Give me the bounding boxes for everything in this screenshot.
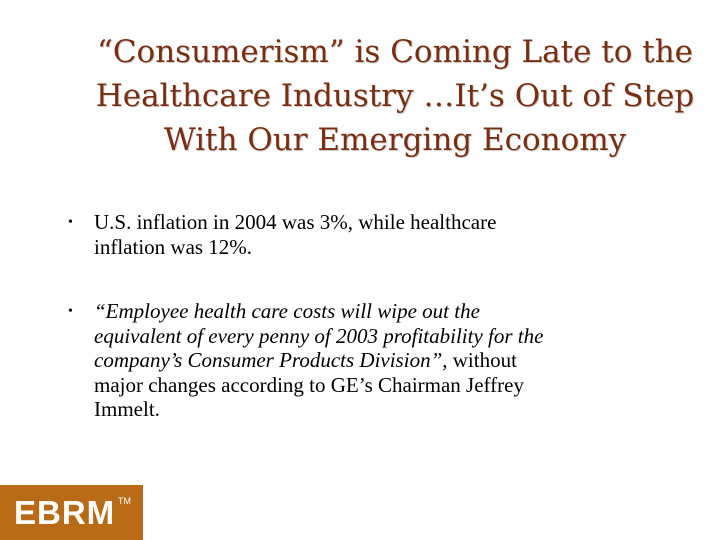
title-line-2: Healthcare Industry …It’s Out of Step [95, 78, 695, 114]
bullet-2-quote-line-3: company’s Consumer Products Division”, [94, 348, 448, 372]
trademark-mark: TM [118, 496, 131, 506]
bullet-symbol: • [68, 304, 73, 319]
bullet-list: • U.S. inflation in 2004 was 3%, while h… [68, 210, 668, 462]
bullet-2-line-3: company’s Consumer Products Division”, w… [94, 348, 668, 373]
bullet-2-line-4: major changes according to GE’s Chairman… [94, 372, 524, 397]
bullet-2-quote-line-1: “Employee health care costs will wipe ou… [94, 299, 480, 323]
ebrm-logo: EBRM TM [0, 485, 143, 540]
title-line-1: “Consumerism” is Coming Late to the [96, 34, 694, 70]
bullet-2-line-3-rest: without [447, 348, 517, 372]
bullet-1-line-2: inflation was 12%. [94, 234, 253, 259]
bullet-2-quote-line-2: equivalent of every penny of 2003 profit… [94, 323, 544, 348]
title-line-3: With Our Emerging Economy [163, 122, 627, 158]
slide-title: “Consumerism” is Coming Late to the Heal… [70, 30, 720, 162]
bullet-item-ge-quote: • “Employee health care costs will wipe … [68, 299, 668, 422]
logo-text: EBRM [14, 494, 116, 531]
bullet-item-inflation: • U.S. inflation in 2004 was 3%, while h… [68, 210, 668, 259]
bullet-1-line-1: U.S. inflation in 2004 was 3%, while hea… [94, 210, 497, 234]
bullet-2-line-5: Immelt. [94, 397, 160, 421]
bullet-symbol: • [68, 215, 73, 230]
